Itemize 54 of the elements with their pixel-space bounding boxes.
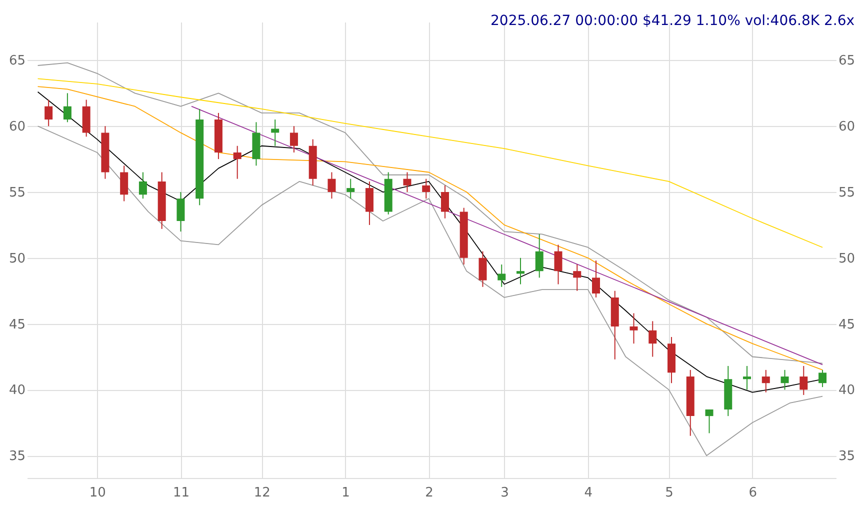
y-tick-label: 45 — [8, 317, 26, 332]
chart-title: 2025.06.27 00:00:00 $41.29 1.10% vol:406.8K 2.6x — [490, 13, 855, 29]
candlestick — [592, 260, 600, 298]
y-tick-label: 40 — [8, 383, 26, 398]
candlestick — [780, 369, 789, 390]
candlestick — [743, 365, 752, 390]
candlestick — [440, 184, 449, 219]
candlestick — [535, 234, 544, 278]
candlestick — [498, 264, 506, 288]
x-tick-label: 10 — [89, 486, 106, 500]
candlestick — [346, 178, 355, 200]
x-tick-label: 5 — [665, 486, 674, 500]
x-tick-label: 3 — [500, 486, 509, 500]
x-tick-label: 6 — [748, 486, 758, 500]
candlestick — [176, 192, 185, 232]
y-tick-label: 55 — [8, 186, 26, 201]
y2-tick-label: 50 — [838, 251, 856, 266]
candlestick — [800, 365, 808, 396]
candlestick — [138, 172, 147, 200]
x-tick-label: 1 — [342, 486, 350, 500]
candlestick — [573, 264, 582, 292]
candlestick — [818, 369, 827, 388]
candlestick — [478, 250, 487, 288]
line-series — [37, 126, 823, 456]
candlestick — [516, 257, 524, 285]
candlestick — [422, 178, 430, 200]
candlestick — [233, 145, 242, 180]
x-tick-label: 4 — [584, 486, 593, 500]
y2-tick-label: 40 — [838, 383, 856, 398]
y2-tick-label: 60 — [838, 120, 856, 135]
y2-tick-label: 45 — [838, 317, 856, 332]
y-tick-label: 50 — [8, 251, 26, 266]
line-series — [37, 78, 823, 248]
candlestick — [120, 165, 128, 202]
y2-tick-label: 35 — [838, 449, 856, 464]
y-tick-label: 35 — [8, 449, 26, 464]
x-tick-label: 2 — [425, 486, 434, 500]
x-tick-label: 11 — [172, 486, 190, 500]
candlestick — [365, 180, 374, 226]
candlestick — [403, 172, 412, 193]
candlestick — [290, 126, 298, 153]
candlestick — [554, 244, 562, 285]
candlestick — [44, 99, 53, 127]
candlestick — [648, 320, 657, 358]
y2-tick-label: 65 — [838, 54, 856, 69]
candlestick — [63, 92, 72, 123]
candlestick — [630, 312, 638, 344]
candlestick — [328, 172, 336, 200]
y-tick-label: 65 — [8, 54, 26, 69]
y-tick-label: 60 — [8, 120, 26, 135]
x-tick-label: 12 — [254, 486, 270, 500]
candlestick — [705, 408, 714, 434]
candlestick — [762, 369, 770, 393]
y2-tick-label: 55 — [838, 186, 856, 201]
